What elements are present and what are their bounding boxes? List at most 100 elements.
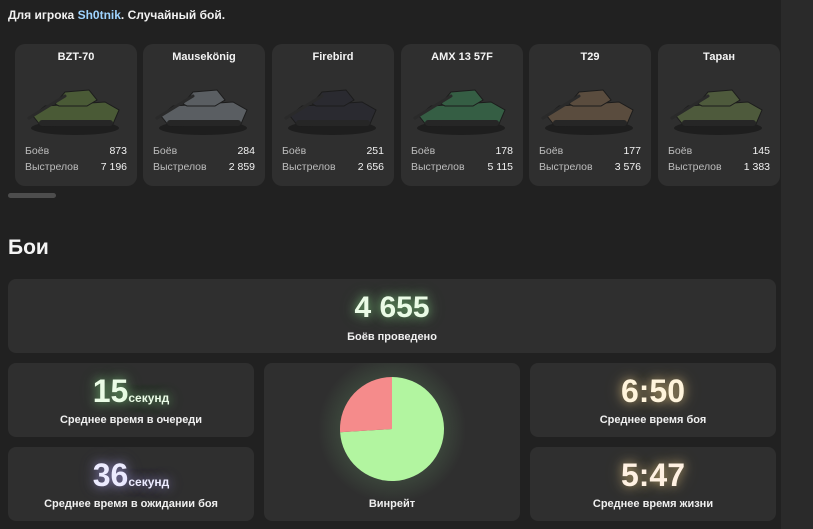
- battles-label: Боёв: [25, 145, 50, 157]
- winrate-win-slice: [340, 377, 444, 481]
- winrate-chart: [318, 363, 466, 503]
- tank-battles-row: Боёв 284: [153, 145, 255, 157]
- battles-label: Боёв: [668, 145, 693, 157]
- battles-value: 873: [109, 145, 127, 157]
- shots-label: Выстрелов: [539, 161, 593, 173]
- tank-shots-row: Выстрелов 7 196: [25, 161, 127, 173]
- tank-battles-row: Боёв 145: [668, 145, 770, 157]
- tank-battles-row: Боёв 873: [25, 145, 127, 157]
- life-time-label: Среднее время жизни: [592, 498, 714, 510]
- tank-image: [155, 89, 248, 135]
- total-battles-label: Боёв проведено: [347, 331, 437, 343]
- queue-time-label: Среднее время в очереди: [59, 414, 203, 426]
- page-header: Для игрока Sh0tnik. Случайный бой.: [8, 8, 225, 22]
- section-title: Бои: [8, 236, 49, 259]
- queue-time-value: 15: [92, 373, 129, 409]
- tank-name: BZT-70: [57, 51, 95, 63]
- tank-shape: [311, 89, 355, 107]
- battles-value: 178: [495, 145, 513, 157]
- total-battles-card: 4 655 Боёв проведено: [8, 279, 776, 353]
- queue-time-unit: секунд: [128, 391, 170, 405]
- tank-shape: [440, 89, 484, 107]
- battles-label: Боёв: [282, 145, 307, 157]
- wait-time-value-wrap: 36секунд: [8, 457, 254, 494]
- header-suffix: . Случайный бой.: [120, 8, 226, 22]
- shots-label: Выстрелов: [668, 161, 722, 173]
- tank-image: [670, 89, 763, 135]
- shots-label: Выстрелов: [411, 161, 465, 173]
- tank-name: Firebird: [312, 51, 354, 63]
- tank-battles-row: Боёв 177: [539, 145, 641, 157]
- queue-time-value-wrap: 15секунд: [8, 373, 254, 410]
- tank-shots-row: Выстрелов 5 115: [411, 161, 513, 173]
- battles-value: 251: [366, 145, 384, 157]
- wait-time-label: Среднее время в ожидании боя: [44, 498, 218, 510]
- tank-shape: [413, 94, 453, 120]
- queue-time-card: 15секунд Среднее время в очереди: [8, 363, 254, 437]
- tank-shape: [682, 120, 756, 126]
- winrate-loss-slice: [340, 377, 392, 433]
- battles-label: Боёв: [539, 145, 564, 157]
- tank-shots-row: Выстрелов 2 859: [153, 161, 255, 173]
- tank-carousel[interactable]: BZT-70 Боёв 873 Выстрелов 7 196 Mausekönig…: [15, 44, 781, 186]
- shots-value: 3 576: [614, 161, 641, 173]
- shots-label: Выстрелов: [282, 161, 336, 173]
- battles-value: 284: [237, 145, 255, 157]
- tank-name: AMX 13 57F: [431, 51, 493, 63]
- wait-time-card: 36секунд Среднее время в ожидании боя: [8, 447, 254, 521]
- shots-label: Выстрелов: [153, 161, 207, 173]
- winrate-label: Винрейт: [368, 498, 416, 510]
- life-time-value: 5:47: [620, 457, 686, 493]
- life-time-card: 5:47 Среднее время жизни: [530, 447, 776, 521]
- tank-battles-row: Боёв 251: [282, 145, 384, 157]
- tank-card[interactable]: T29 Боёв 177 Выстрелов 3 576: [529, 44, 651, 186]
- tank-shape: [553, 120, 627, 126]
- tank-card[interactable]: Mausekönig Боёв 284 Выстрелов 2 859: [143, 44, 265, 186]
- shots-value: 5 115: [487, 161, 514, 173]
- header-prefix: Для игрока: [8, 8, 78, 22]
- tank-shape: [284, 94, 324, 120]
- tank-image: [27, 89, 120, 135]
- tank-shape: [155, 94, 195, 120]
- battles-label: Боёв: [411, 145, 436, 157]
- tank-image: [284, 89, 377, 135]
- battle-time-value: 6:50: [620, 373, 686, 409]
- tank-card[interactable]: Firebird Боёв 251 Выстрелов 2 656: [272, 44, 394, 186]
- tank-shape: [541, 94, 581, 120]
- tank-shape: [697, 89, 741, 107]
- tank-shots-row: Выстрелов 3 576: [539, 161, 641, 173]
- battle-time-card: 6:50 Среднее время боя: [530, 363, 776, 437]
- total-battles-value: 4 655: [354, 291, 430, 324]
- battles-value: 145: [752, 145, 770, 157]
- tank-name: Таран: [702, 51, 736, 63]
- tank-shape: [568, 89, 612, 107]
- battles-value: 177: [623, 145, 641, 157]
- battles-label: Боёв: [153, 145, 178, 157]
- tank-card[interactable]: BZT-70 Боёв 873 Выстрелов 7 196: [15, 44, 137, 186]
- player-name[interactable]: Sh0tnik: [77, 8, 121, 22]
- wait-time-unit: секунд: [128, 475, 170, 489]
- tank-name: Mausekönig: [172, 51, 236, 63]
- tank-image: [413, 89, 506, 135]
- tank-shape: [54, 89, 98, 107]
- carousel-scrollbar[interactable]: [8, 193, 56, 198]
- wait-time-value: 36: [92, 457, 129, 493]
- right-panel-edge: [781, 0, 813, 529]
- tank-card[interactable]: Таран Боёв 145 Выстрелов 1 383: [658, 44, 780, 186]
- shots-value: 7 196: [100, 161, 127, 173]
- tank-name: T29: [580, 51, 600, 63]
- tank-shape: [296, 120, 370, 126]
- tank-shape: [39, 120, 113, 126]
- shots-value: 2 859: [228, 161, 255, 173]
- tank-battles-row: Боёв 178: [411, 145, 513, 157]
- shots-label: Выстрелов: [25, 161, 79, 173]
- tank-shape: [167, 120, 241, 126]
- tank-shape: [425, 120, 499, 126]
- tank-image: [541, 89, 634, 135]
- tank-shape: [27, 94, 67, 120]
- shots-value: 2 656: [357, 161, 384, 173]
- tank-card[interactable]: AMX 13 57F Боёв 178 Выстрелов 5 115: [401, 44, 523, 186]
- shots-value: 1 383: [743, 161, 770, 173]
- winrate-card: Винрейт: [264, 363, 520, 521]
- tank-shape: [182, 89, 226, 107]
